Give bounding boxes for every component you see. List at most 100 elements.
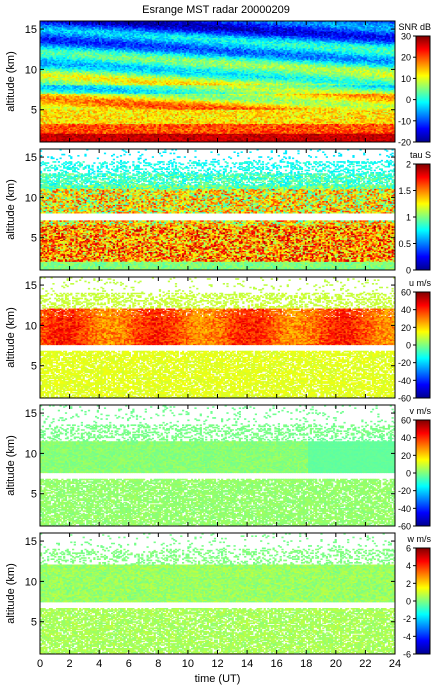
heatmap-cells [40, 149, 396, 271]
colorbar-tick-label: 10 [401, 74, 411, 84]
x-tick-label: 0 [37, 658, 43, 670]
heatmap-cell-group [75, 188, 339, 262]
heatmap-cell-group [43, 424, 392, 474]
heatmap-cell-group [43, 424, 385, 474]
heatmap-cell-group [48, 133, 394, 143]
heatmap-cell-group [40, 277, 396, 309]
y-axis-label: altitude (km) [5, 435, 17, 496]
heatmap-cell-group [308, 441, 396, 474]
heatmap-cell-group [41, 352, 396, 399]
heatmap-cell-group [56, 22, 387, 52]
heatmap-cell-group [70, 133, 337, 143]
heatmap-cell-group [79, 23, 392, 87]
colorbar [415, 163, 431, 271]
colorbar-tick-label: 20 [401, 323, 411, 333]
heatmap-cell-group [52, 39, 391, 94]
heatmap-cell-group [41, 162, 396, 189]
heatmap-cell-group [66, 57, 378, 123]
colorbar-label: w m/s [407, 534, 432, 544]
x-tick-label: 16 [271, 658, 283, 670]
heatmap-cell-group [40, 292, 396, 399]
heatmap-cell-group [57, 34, 394, 94]
heatmap-cells [40, 533, 396, 655]
x-tick-label: 8 [155, 658, 161, 670]
heatmap-cell-group [128, 133, 387, 143]
heatmap-cell-group [68, 133, 369, 143]
colorbar-tick-label: 1 [406, 213, 411, 223]
heatmap-cell-group [57, 308, 384, 346]
panel-SNR: 5 10 15 altitude (km) SNR dB -20 -10 0 10 20 30 [5, 20, 431, 148]
heatmap-cell-group [43, 80, 391, 132]
panel-tau: 5 10 15 altitude (km) tau S 0 0.5 1 1.5 2 [5, 148, 431, 276]
x-tick-label: 22 [359, 658, 371, 670]
y-tick-label: 10 [25, 192, 37, 204]
heatmap-cell-group [47, 533, 392, 603]
colorbar-tick-label: 20 [401, 53, 411, 63]
heatmap-cell-group [59, 196, 387, 261]
heatmap-cells [40, 21, 396, 143]
heatmap-cell-group [54, 99, 373, 133]
heatmap-cell-group [87, 188, 394, 271]
heatmap-cell-group [43, 133, 389, 143]
heatmap-cell-group [75, 237, 394, 262]
heatmap-cell-group [183, 23, 257, 34]
heatmap-cell-group [72, 225, 376, 260]
heatmap-cell-group [121, 21, 291, 34]
figure-title: Esrange MST radar 20000209 [142, 4, 290, 16]
heatmap-cell-group [77, 123, 392, 134]
heatmap-cell-group [63, 133, 360, 143]
heatmap-cell-group [70, 123, 346, 133]
heatmap-cell-group [52, 185, 389, 271]
colorbar-tick-label: 0 [406, 95, 411, 105]
colorbar-tick-label: 40 [401, 433, 411, 443]
x-tick-label: 10 [182, 658, 194, 670]
heatmap-cell-group [48, 174, 376, 271]
heatmap-cell-group [79, 30, 394, 84]
heatmap-cell-group [41, 564, 394, 655]
heatmap-cell-group [80, 21, 391, 41]
heatmap-cell-group [41, 564, 396, 654]
heatmap-cell-group [72, 133, 385, 142]
heatmap-cell-group [174, 103, 380, 123]
colorbar [415, 291, 431, 399]
colorbar [415, 419, 431, 527]
panel-v: 5 10 15 altitude (km) v m/s -60 -40 -20 0 20 40 60 [5, 404, 431, 532]
heatmap-cell-group [84, 21, 346, 39]
heatmap-cell-group [54, 59, 396, 125]
colorbar-tick-label: -40 [398, 376, 411, 386]
panel-u: 5 10 15 altitude (km) u m/s -60 -40 -20 0 20 40 60 [5, 276, 431, 404]
colorbar-tick-label: 6 [406, 544, 411, 554]
heatmap-cell-group [91, 21, 192, 28]
heatmap-cell-group [40, 548, 396, 603]
heatmap-cell-group [41, 161, 376, 190]
heatmap-cell-group [57, 34, 373, 94]
heatmap-cell-group [64, 31, 382, 94]
heatmap-cell-group [308, 441, 392, 474]
colorbar [415, 547, 431, 655]
heatmap-cell-group [52, 133, 364, 143]
heatmap-cell-group [47, 225, 391, 262]
heatmap-cell-group [311, 441, 396, 474]
heatmap-cell-group [311, 441, 396, 474]
heatmap-cell-group [254, 29, 257, 32]
heatmap-cell-group [72, 133, 392, 143]
heatmap-cell-group [70, 227, 391, 259]
colorbar-label: tau S [410, 150, 431, 160]
heatmap-cell-group [47, 424, 391, 526]
x-tick-label: 2 [67, 658, 73, 670]
heatmap-cell-group [57, 24, 389, 93]
y-tick-label: 15 [25, 408, 37, 420]
heatmap-cell-group [91, 310, 376, 344]
heatmap-cell-group [43, 564, 396, 655]
heatmap-cell-group [41, 350, 389, 398]
colorbar-tick-label: 40 [401, 305, 411, 315]
y-tick-label: 10 [25, 64, 37, 76]
heatmap-cell-group [86, 175, 382, 210]
colorbar-tick-label: 30 [401, 32, 411, 42]
heatmap-cell-group [123, 21, 259, 34]
heatmap-cell-group [41, 441, 394, 527]
colorbar-tick-label: 60 [401, 288, 411, 298]
heatmap-cell-group [40, 441, 392, 527]
colorbar-tick-label: 0.5 [398, 239, 411, 249]
